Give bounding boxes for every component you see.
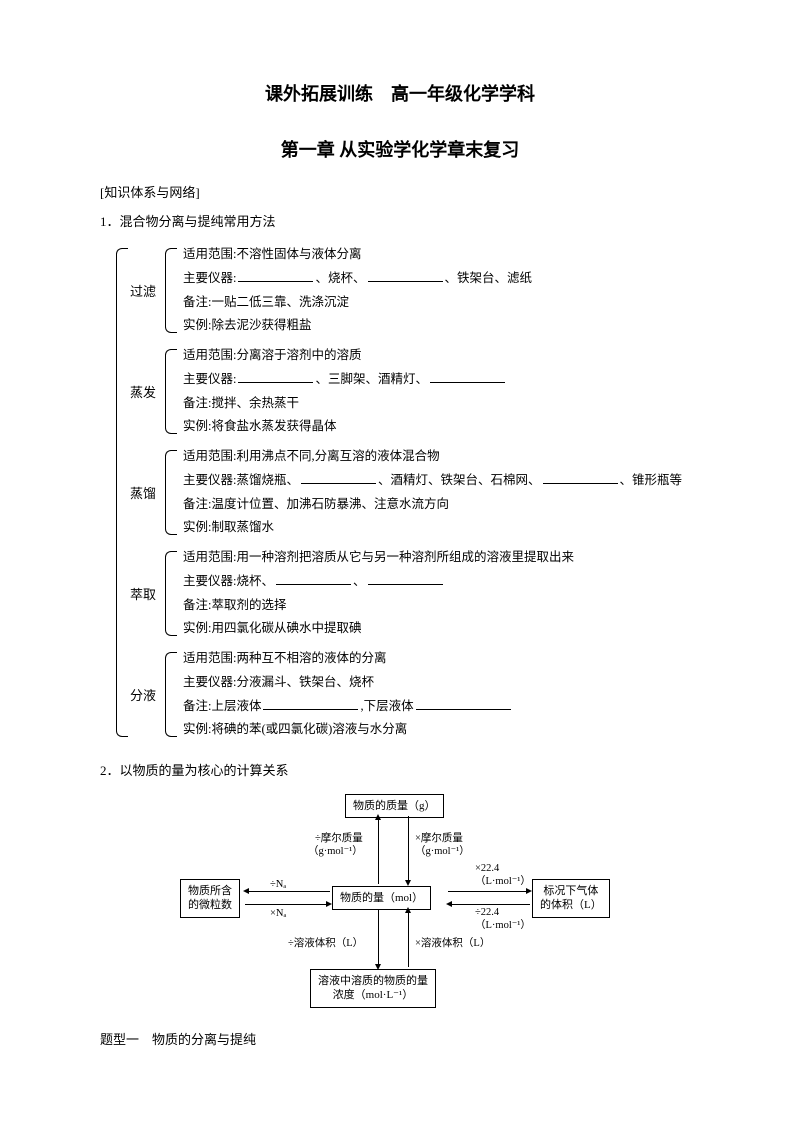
lbl-mul-volume: ×溶液体积（L） (415, 937, 490, 950)
heading-2: 2．以物质的量为核心的计算关系 (100, 760, 700, 779)
method-line: 适用范围:用一种溶剂把溶质从它与另一种溶剂所组成的溶液里提取出来 (183, 546, 574, 570)
method-line: 实例:制取蒸馏水 (183, 516, 682, 540)
blank-field (416, 697, 511, 710)
method-line: 实例:将碘的苯(或四氯化碳)溶液与水分离 (183, 718, 513, 742)
blank-field (543, 471, 618, 484)
lbl-div-224: ÷22.4 （L·mol⁻¹） (475, 906, 531, 932)
method-line: 主要仪器:分液漏斗、铁架台、烧杯 (183, 671, 513, 695)
method-line: 主要仪器:、三脚架、酒精灯、 (183, 368, 507, 392)
method-line: 备注:上层液体,下层液体 (183, 695, 513, 719)
method-line: 主要仪器:、烧杯、、铁架台、滤纸 (183, 267, 532, 291)
method-line: 实例:用四氯化碳从碘水中提取碘 (183, 617, 574, 641)
method-label: 分液 (130, 644, 165, 745)
method-branch: 分液适用范围:两种互不相溶的液体的分离主要仪器:分液漏斗、铁架台、烧杯备注:上层… (130, 644, 700, 745)
method-line: 备注:一贴二低三靠、洗涤沉淀 (183, 291, 532, 315)
lbl-div-na: ÷Nₐ (270, 878, 286, 891)
lbl-mul-224: ×22.4 （L·mol⁻¹） (475, 862, 531, 888)
method-line: 适用范围:分离溶于溶剂中的溶质 (183, 344, 507, 368)
method-content: 适用范围:利用沸点不同,分离互溶的液体混合物主要仪器:蒸馏烧瓶、、酒精灯、铁架台… (177, 442, 682, 543)
method-line: 主要仪器:烧杯、、 (183, 570, 574, 594)
method-branch: 蒸发适用范围:分离溶于溶剂中的溶质主要仪器:、三脚架、酒精灯、备注:搅拌、余热蒸… (130, 341, 700, 442)
method-line: 备注:温度计位置、加沸石防暴沸、注意水流方向 (183, 493, 682, 517)
method-line: 适用范围:两种互不相溶的液体的分离 (183, 647, 513, 671)
methods-tree: 过滤适用范围:不溶性固体与液体分离主要仪器:、烧杯、、铁架台、滤纸备注:一贴二低… (130, 240, 700, 745)
method-content: 适用范围:分离溶于溶剂中的溶质主要仪器:、三脚架、酒精灯、备注:搅拌、余热蒸干实… (177, 341, 507, 442)
method-label: 蒸发 (130, 341, 165, 442)
main-title: 课外拓展训练 高一年级化学学科 (100, 80, 700, 106)
blank-field (368, 269, 443, 282)
method-branch: 萃取适用范围:用一种溶剂把溶质从它与另一种溶剂所组成的溶液里提取出来主要仪器:烧… (130, 543, 700, 644)
blank-field (301, 471, 376, 484)
calc-diagram: 物质的质量（g） 物质所含 的微粒数 物质的量（mol） 标况下气体 的体积（L… (180, 794, 620, 1004)
topic-1: 题型一 物质的分离与提纯 (100, 1029, 700, 1048)
box-concentration: 溶液中溶质的物质的量 浓度（mol·L⁻¹） (310, 969, 436, 1008)
box-mol: 物质的量（mol） (332, 886, 431, 910)
method-content: 适用范围:不溶性固体与液体分离主要仪器:、烧杯、、铁架台、滤纸备注:一贴二低三靠… (177, 240, 532, 341)
method-line: 实例:将食盐水蒸发获得晶体 (183, 415, 507, 439)
lbl-mul-na: ×Nₐ (270, 907, 286, 920)
method-line: 实例:除去泥沙获得粗盐 (183, 314, 532, 338)
sub-title: 第一章 从实验学化学章末复习 (100, 136, 700, 162)
method-branch: 过滤适用范围:不溶性固体与液体分离主要仪器:、烧杯、、铁架台、滤纸备注:一贴二低… (130, 240, 700, 341)
blank-field (238, 269, 313, 282)
blank-field (368, 572, 443, 585)
box-particles: 物质所含 的微粒数 (180, 879, 240, 918)
method-line: 备注:萃取剂的选择 (183, 594, 574, 618)
method-label: 蒸馏 (130, 442, 165, 543)
blank-field (430, 370, 505, 383)
method-label: 过滤 (130, 240, 165, 341)
method-line: 备注:搅拌、余热蒸干 (183, 392, 507, 416)
lbl-div-volume: ÷溶液体积（L） (288, 937, 363, 950)
blank-field (238, 370, 313, 383)
lbl-mul-molar-mass: ×摩尔质量 （g·mol⁻¹） (415, 832, 470, 858)
method-content: 适用范围:两种互不相溶的液体的分离主要仪器:分液漏斗、铁架台、烧杯备注:上层液体… (177, 644, 513, 745)
method-content: 适用范围:用一种溶剂把溶质从它与另一种溶剂所组成的溶液里提取出来主要仪器:烧杯、… (177, 543, 574, 644)
method-branch: 蒸馏适用范围:利用沸点不同,分离互溶的液体混合物主要仪器:蒸馏烧瓶、、酒精灯、铁… (130, 442, 700, 543)
method-line: 适用范围:利用沸点不同,分离互溶的液体混合物 (183, 445, 682, 469)
blank-field (276, 572, 351, 585)
heading-1: 1．混合物分离与提纯常用方法 (100, 211, 700, 230)
box-gas-volume: 标况下气体 的体积（L） (532, 879, 610, 918)
lbl-div-molar-mass: ÷摩尔质量 （g·mol⁻¹） (308, 832, 363, 858)
method-line: 适用范围:不溶性固体与液体分离 (183, 243, 532, 267)
blank-field (263, 697, 358, 710)
section-label: [知识体系与网络] (100, 182, 700, 201)
method-label: 萃取 (130, 543, 165, 644)
method-line: 主要仪器:蒸馏烧瓶、、酒精灯、铁架台、石棉网、、锥形瓶等 (183, 469, 682, 493)
box-mass: 物质的质量（g） (345, 794, 444, 818)
